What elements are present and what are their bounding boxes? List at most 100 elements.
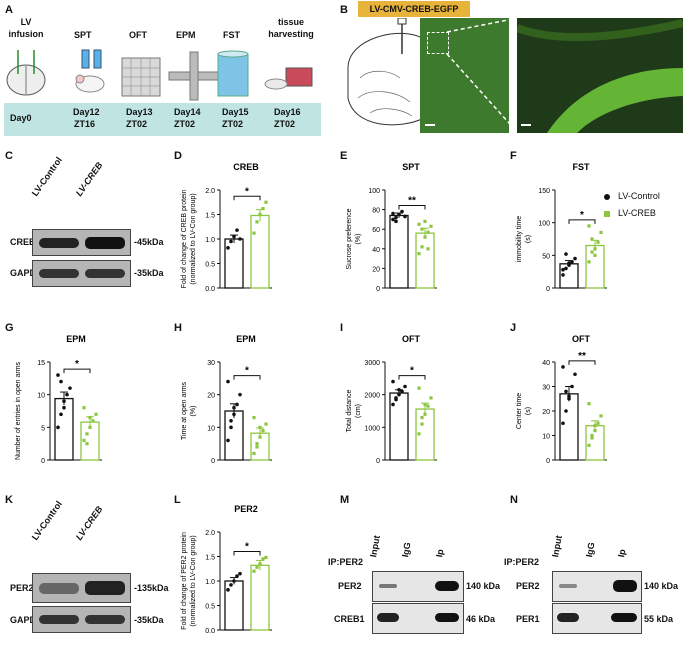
hippocampus-band xyxy=(517,19,683,133)
significance-bracket xyxy=(63,368,91,374)
panel-label-j: J xyxy=(510,322,517,334)
data-point xyxy=(423,219,427,223)
lane-label-lv-control: LV-Control xyxy=(29,499,64,542)
data-point xyxy=(564,252,568,256)
data-point xyxy=(255,445,259,449)
y-axis-label: Center time (s) xyxy=(516,393,532,429)
blot-band xyxy=(613,580,637,592)
data-point xyxy=(232,412,236,417)
significance-label: ** xyxy=(578,351,586,362)
blot-size-label: 140 kDa xyxy=(644,581,679,591)
significance-label: * xyxy=(410,366,414,377)
data-point xyxy=(417,386,421,390)
open-field-icon xyxy=(121,57,161,97)
chart-title: EPM xyxy=(66,334,86,344)
panel-label-l: L xyxy=(174,494,181,506)
co-ip-blot-per2 xyxy=(372,571,464,602)
data-point xyxy=(258,435,262,439)
data-point xyxy=(587,443,591,447)
chart-g: EPM 0 5 10 15 Number of entries in open arms * xyxy=(15,334,102,465)
panel-label-h: H xyxy=(174,322,182,334)
lane-label-lv-creb: LV-CREB xyxy=(73,160,105,198)
blot-size-label: 55 kDa xyxy=(644,614,674,624)
y-tick-label: 15 xyxy=(37,360,45,367)
blot-band xyxy=(435,613,459,622)
data-point xyxy=(85,442,89,446)
y-tick-label: 1.0 xyxy=(205,579,215,586)
chart-f: FST 0 50 100 150 immobility time (s) * xyxy=(516,162,607,293)
brain-atlas-diagram xyxy=(347,18,425,126)
significance-bracket xyxy=(568,219,596,224)
significance-bracket xyxy=(233,195,261,201)
significance-label: * xyxy=(245,186,249,197)
y-tick-label: 0 xyxy=(211,458,215,465)
blot-row-label: PER2 xyxy=(338,581,362,591)
y-tick-label: 20 xyxy=(372,266,380,273)
data-point xyxy=(264,200,268,204)
blot-row-label: PER2 xyxy=(516,581,540,591)
zt-15: ZT02 xyxy=(222,119,244,129)
timeline-day-bar: Day0 Day12 ZT16 Day13 ZT02 Day14 ZT02 Da… xyxy=(4,103,321,136)
blot-band xyxy=(85,237,125,249)
data-point xyxy=(590,436,594,440)
data-point xyxy=(599,414,603,418)
panel-label-n: N xyxy=(510,494,518,506)
fluorescence-zoom-image xyxy=(517,18,683,133)
y-tick-label: 20 xyxy=(207,393,215,400)
data-point xyxy=(599,230,603,235)
y-tick-label: 2000 xyxy=(364,393,380,400)
data-point xyxy=(391,211,395,216)
data-point xyxy=(65,392,69,397)
chart-j: OFT 0 10 20 30 40 Center time (s) ** xyxy=(516,334,607,465)
y-tick-label: 0 xyxy=(41,458,45,465)
y-tick-label: 30 xyxy=(207,360,215,367)
data-point xyxy=(391,217,395,222)
data-point xyxy=(255,442,259,446)
significance-label: * xyxy=(580,210,584,221)
significance-label: * xyxy=(75,359,79,370)
data-point xyxy=(252,569,256,573)
data-point xyxy=(258,425,262,429)
data-point xyxy=(258,212,262,217)
co-ip-blot-per1 xyxy=(552,603,642,634)
fluorescence-overview-image xyxy=(420,18,509,133)
blot-band xyxy=(85,581,125,595)
data-point xyxy=(229,239,233,244)
y-axis-label: immobility time (s) xyxy=(516,216,532,262)
bar xyxy=(585,244,605,289)
data-point xyxy=(56,373,60,377)
y-tick-label: 10 xyxy=(542,434,550,441)
blot-row-label: GAPDH xyxy=(10,615,43,625)
data-point xyxy=(238,571,242,576)
western-blot-creb xyxy=(32,229,131,256)
y-tick-label: 10 xyxy=(207,425,215,432)
lane-label-igg: IgG xyxy=(584,541,597,558)
blot-row-label: PER1 xyxy=(516,614,540,624)
data-point xyxy=(587,402,591,406)
data-point xyxy=(590,250,594,254)
day-12: Day12 xyxy=(73,107,100,117)
day-16: Day16 xyxy=(274,107,301,117)
data-point xyxy=(59,379,63,384)
y-tick-label: 0.5 xyxy=(205,262,215,269)
data-point xyxy=(226,588,230,592)
data-point xyxy=(238,392,242,397)
y-axis-label: Fold of change of PER2 protein (normalize… xyxy=(181,532,197,630)
data-point xyxy=(593,253,597,257)
data-point xyxy=(94,412,98,416)
step-oft: OFT xyxy=(129,30,147,40)
data-point xyxy=(226,379,230,384)
significance-label: * xyxy=(245,541,249,552)
zt-12: ZT16 xyxy=(74,119,96,129)
data-point xyxy=(56,425,60,430)
blot-row-label: CREB xyxy=(10,237,36,247)
vector-title: LV-CMV-CREB-EGFP xyxy=(358,1,470,17)
western-blot-per2 xyxy=(32,573,131,603)
day-0: Day0 xyxy=(10,113,32,123)
y-tick-label: 1.5 xyxy=(205,555,215,562)
data-point xyxy=(400,389,404,394)
zt-13: ZT02 xyxy=(126,119,148,129)
data-point xyxy=(235,228,239,232)
western-blot-gapdh xyxy=(32,606,131,633)
y-tick-label: 150 xyxy=(538,188,550,195)
